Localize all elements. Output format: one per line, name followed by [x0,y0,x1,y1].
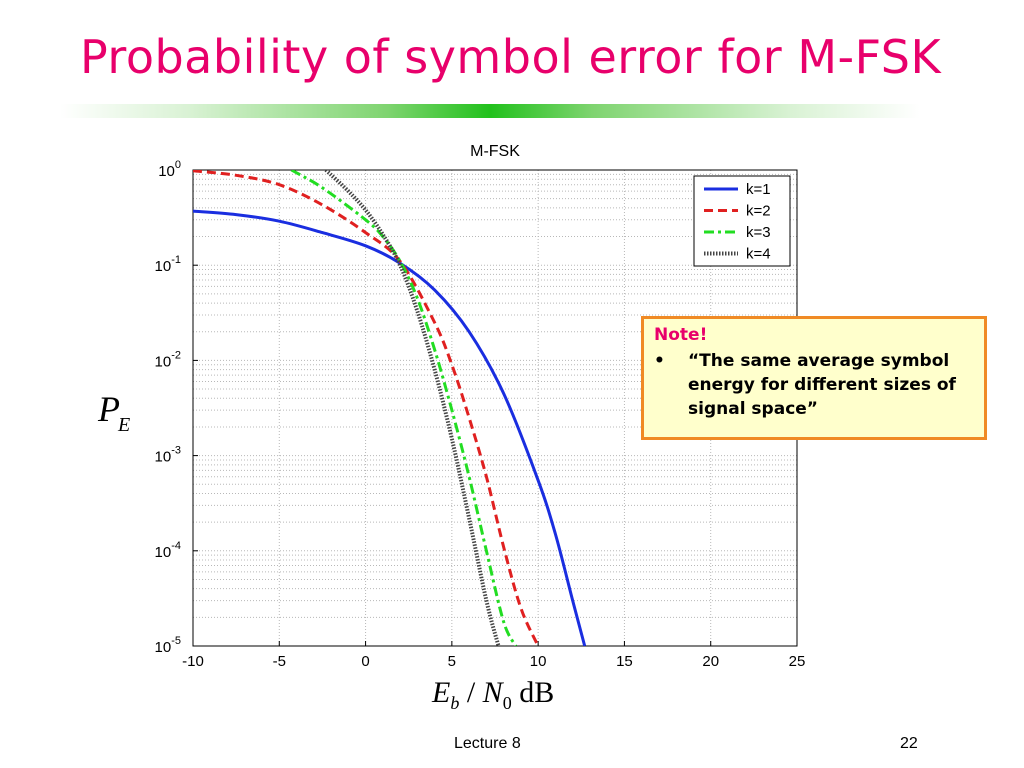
bullet-icon: • [654,351,665,371]
x-tick-label: 15 [616,653,633,670]
x-tick-label: 5 [448,653,456,670]
series-line-k1 [193,209,587,646]
x-tick-label: 0 [361,653,369,670]
legend-label: k=3 [746,224,771,241]
y-tick-label: 10-1 [155,254,181,275]
x-tick-label: 10 [530,653,547,670]
footer-lecture: Lecture 8 [454,735,521,752]
slide-title: Probability of symbol error for M-FSK [80,30,942,84]
chart-legend: k=1 k=2 k=3 k=4 [693,175,791,267]
y-tick-label: 10-4 [155,540,181,561]
x-tick-label: -5 [273,653,286,670]
note-title: Note! [654,325,708,345]
legend-label: k=1 [746,181,771,198]
legend-box [693,175,791,267]
x-label-unit: dB [511,676,555,709]
y-axis-label: PE [98,388,132,436]
y-tick-label: 100 [158,159,181,180]
note-bullet-item: • “The same average symbol energy for di… [654,349,974,421]
legend-label: k=2 [746,203,771,220]
note-callout: Note! • “The same average symbol energy … [641,316,987,440]
x-label-zero: 0 [502,693,512,713]
series-line-k4 [324,170,501,646]
y-axis-label-sub: E [118,414,131,436]
y-tick-label: 10-5 [155,635,181,656]
x-tick-label: 25 [789,653,806,670]
series-line-k2 [193,170,540,646]
x-tick-label: -10 [182,653,204,670]
x-tick-label: 20 [702,653,719,670]
y-tick-label: 10-3 [155,445,181,466]
x-label-n: N [482,676,503,709]
x-label-b: b [450,693,460,713]
title-underline-bar [60,104,920,118]
legend-label: k=4 [746,246,771,263]
y-tick-label: 10-2 [155,349,181,370]
x-axis-label: Eb / N0 dB [432,676,554,714]
page-number: 22 [900,735,918,752]
chart-title: M-FSK [470,143,520,160]
x-label-e: E [432,676,451,709]
y-axis-label-main: P [98,389,120,429]
series-line-k3 [290,170,518,646]
note-text: “The same average symbol energy for diff… [688,351,956,419]
x-label-slash: / [459,676,483,709]
